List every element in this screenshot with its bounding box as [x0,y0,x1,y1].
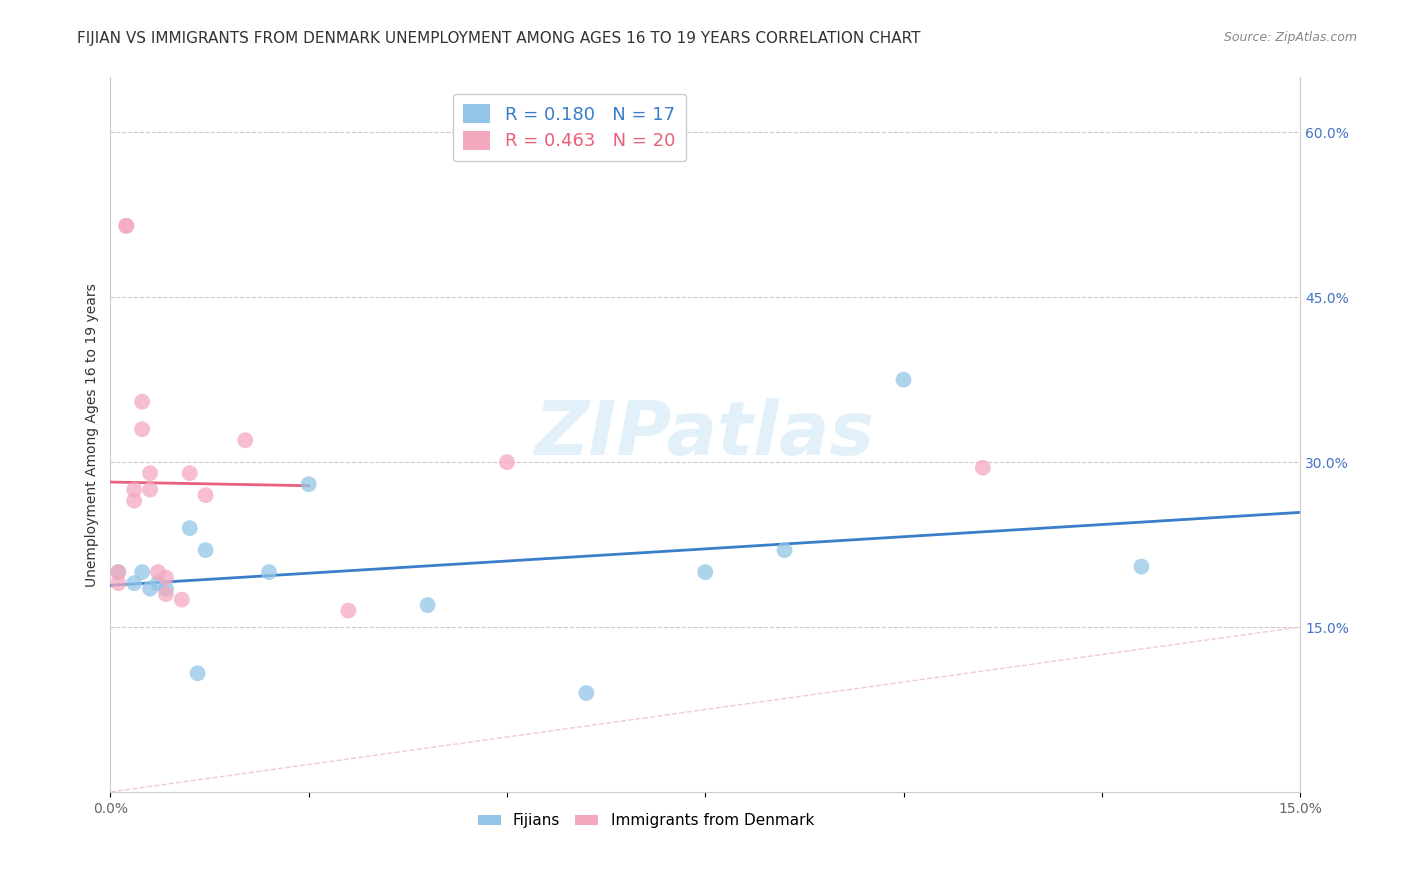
Point [107,576,129,591]
Point [139,466,162,480]
Point [893,373,915,387]
Point [179,521,201,535]
Point [155,582,177,596]
Point [170,592,193,607]
Text: ZIPatlas: ZIPatlas [536,398,876,471]
Point [115,219,138,233]
Point [139,483,162,497]
Text: Source: ZipAtlas.com: Source: ZipAtlas.com [1223,31,1357,45]
Point [155,587,177,601]
Point [122,483,145,497]
Point [155,571,177,585]
Point [131,565,153,579]
Point [122,576,145,591]
Point [233,433,256,447]
Point [194,543,217,558]
Point [416,598,439,612]
Point [496,455,519,469]
Point [122,493,145,508]
Point [298,477,321,491]
Point [146,565,169,579]
Point [115,219,138,233]
Point [257,565,280,579]
Legend: Fijians, Immigrants from Denmark: Fijians, Immigrants from Denmark [471,807,820,834]
Point [972,460,994,475]
Point [131,422,153,436]
Point [139,582,162,596]
Text: FIJIAN VS IMMIGRANTS FROM DENMARK UNEMPLOYMENT AMONG AGES 16 TO 19 YEARS CORRELA: FIJIAN VS IMMIGRANTS FROM DENMARK UNEMPL… [77,31,921,46]
Y-axis label: Unemployment Among Ages 16 to 19 years: Unemployment Among Ages 16 to 19 years [86,283,100,587]
Point [107,565,129,579]
Point [131,394,153,409]
Point [773,543,796,558]
Point [146,576,169,591]
Point [337,604,360,618]
Point [695,565,717,579]
Point [575,686,598,700]
Point [179,466,201,480]
Point [194,488,217,502]
Point [187,666,209,681]
Point [1130,559,1153,574]
Point [107,565,129,579]
